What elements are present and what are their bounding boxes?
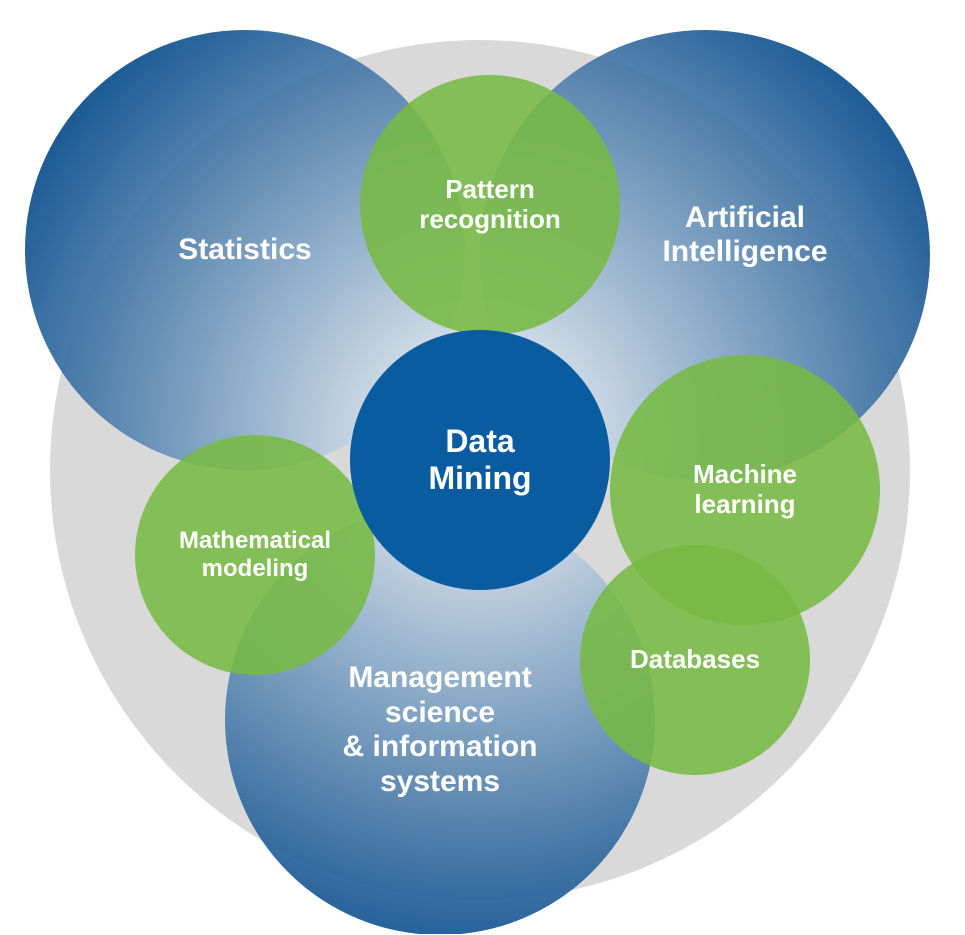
label-statistics: Statistics bbox=[178, 233, 311, 268]
label-math: Mathematical modeling bbox=[179, 527, 331, 582]
venn-diagram: Statistics Artificial Intelligence Managem… bbox=[0, 0, 965, 934]
label-center: Data Mining bbox=[428, 423, 531, 497]
label-mgmt: Management science & information systems bbox=[343, 661, 538, 799]
circle-label-container-pattern: Pattern recognition bbox=[360, 75, 620, 335]
label-pattern: Pattern recognition bbox=[419, 175, 561, 235]
label-db: Databases bbox=[630, 645, 760, 675]
circle-label-container-math: Mathematical modeling bbox=[135, 435, 375, 675]
circle-label-container-db: Databases bbox=[580, 545, 810, 775]
label-ai: Artificial Intelligence bbox=[662, 201, 827, 270]
label-ml: Machine learning bbox=[693, 460, 797, 520]
circle-label-container-center: Data Mining bbox=[350, 330, 610, 590]
